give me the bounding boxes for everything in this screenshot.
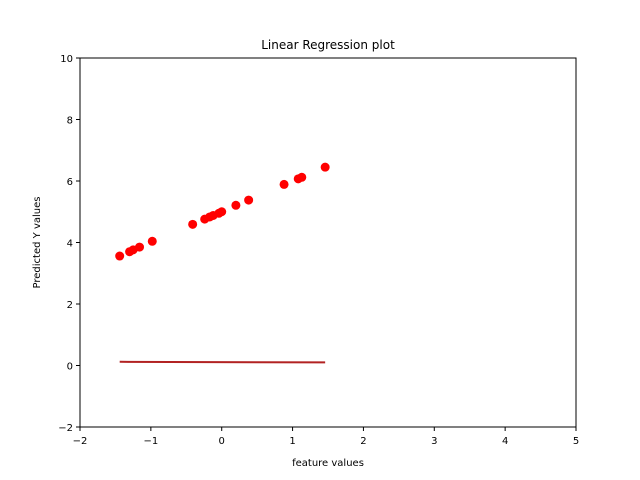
y-tick-label: 8 [67, 116, 73, 127]
y-tick-label: 10 [60, 54, 73, 65]
scatter-point [231, 200, 241, 210]
scatter-point [244, 195, 254, 205]
x-tick-label: 4 [502, 436, 508, 447]
x-axis-label: feature values [292, 458, 364, 469]
y-tick-label: −2 [58, 423, 73, 434]
scatter-point [115, 251, 125, 261]
x-tick-label: −1 [143, 436, 158, 447]
y-axis-label: Predicted Y values [32, 197, 43, 289]
y-tick-label: 4 [67, 239, 73, 250]
scatter-point [297, 172, 307, 182]
scatter-point [135, 242, 145, 252]
scatter-point [279, 179, 289, 189]
chart-title: Linear Regression plot [261, 38, 395, 52]
scatter-point [320, 162, 330, 172]
x-tick-label: 5 [573, 436, 579, 447]
x-tick-label: −2 [73, 436, 88, 447]
plot-area [115, 162, 330, 364]
y-axis: −2 0 2 4 6 8 10 [58, 54, 80, 434]
y-tick-label: 6 [67, 177, 73, 188]
scatter-point [147, 236, 157, 246]
x-axis: −2 −1 0 1 2 3 4 5 [73, 427, 579, 447]
y-tick-label: 2 [67, 300, 73, 311]
x-tick-label: 2 [360, 436, 366, 447]
x-tick-label: 1 [289, 436, 295, 447]
y-tick-label: 0 [67, 362, 73, 373]
plot-frame [79, 57, 577, 428]
x-tick-label: 3 [431, 436, 437, 447]
x-tick-label: 0 [219, 436, 225, 447]
regression-line [119, 360, 326, 364]
scatter-point [188, 219, 198, 229]
scatter-point [217, 207, 227, 217]
